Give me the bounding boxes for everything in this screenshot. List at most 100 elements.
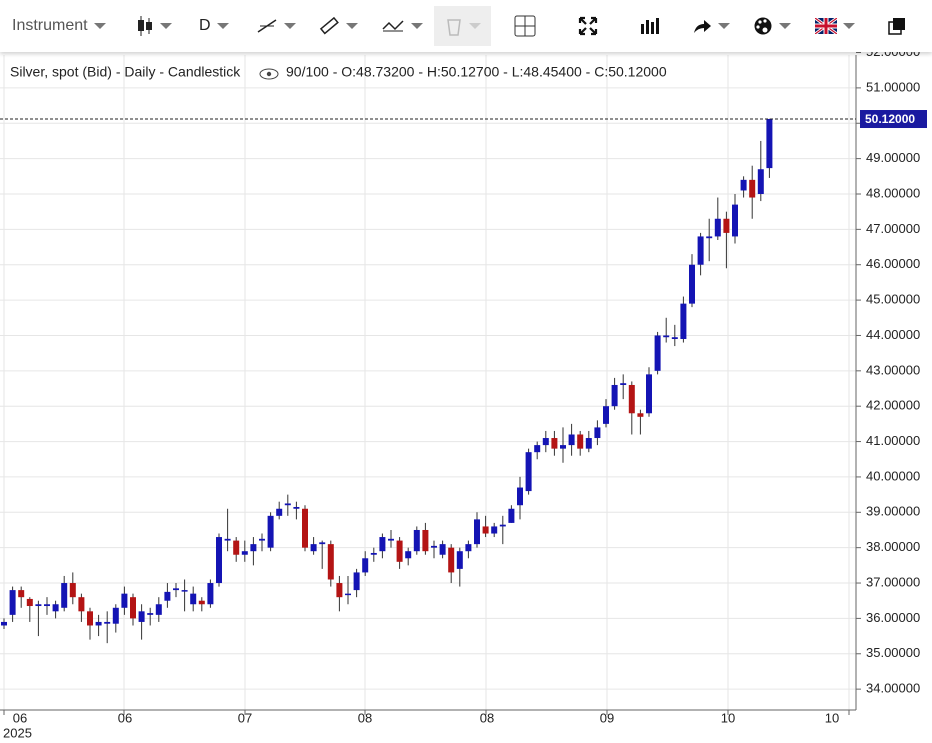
instrument-button[interactable]: Instrument [12, 6, 106, 46]
candle-body [740, 179, 747, 191]
candle-body [680, 303, 687, 339]
period-label: D [199, 17, 211, 34]
candle-body [628, 384, 635, 414]
candle-body [9, 590, 16, 615]
candle-body [560, 445, 566, 449]
y-tick-label: 38.00000 [866, 539, 920, 554]
y-tick-label: 36.00000 [866, 610, 920, 625]
crosshair-icon [514, 15, 536, 37]
candle-body [353, 572, 360, 591]
y-tick-label: 43.00000 [866, 362, 920, 377]
candle-body [345, 593, 351, 596]
candle-body [388, 538, 394, 541]
trash-icon [446, 19, 461, 36]
chart-type-button[interactable] [136, 6, 172, 46]
popout-icon [888, 18, 905, 35]
candle-body [173, 588, 179, 591]
candle-body [448, 547, 455, 573]
candle-body [1, 621, 7, 626]
volume-button[interactable] [640, 6, 660, 46]
candle-body [396, 540, 403, 562]
crosshair-button[interactable] [513, 6, 537, 46]
candle-body [362, 558, 369, 573]
share-icon [694, 20, 711, 33]
candle-body [164, 591, 171, 601]
share-button[interactable] [692, 6, 730, 46]
price-marker-label: 50.12000 [865, 112, 915, 126]
candle-body [568, 434, 575, 446]
candle-body [35, 604, 42, 607]
y-tick-label: 49.00000 [866, 150, 920, 165]
y-tick-label: 45.00000 [866, 292, 920, 307]
y-tick-label: 40.00000 [866, 468, 920, 483]
language-button[interactable] [815, 6, 855, 46]
candle-body [534, 445, 541, 453]
candle-body [267, 515, 274, 548]
candle-body [207, 583, 214, 605]
candle-body [757, 169, 764, 194]
candle-body [508, 508, 515, 523]
x-tick-label: 07 [238, 710, 252, 725]
measure-button[interactable] [318, 6, 358, 46]
y-tick-label: 37.00000 [866, 574, 920, 589]
fullscreen-button[interactable] [578, 6, 598, 46]
delete-button[interactable] [434, 6, 491, 46]
theme-button[interactable] [753, 6, 791, 46]
price-marker-box [860, 110, 927, 129]
candle-body [130, 597, 136, 619]
draw-line-button[interactable] [256, 6, 296, 46]
popout-button[interactable] [887, 6, 907, 46]
candle-body [190, 593, 197, 605]
instrument-label: Instrument [12, 17, 88, 34]
candle-body [276, 508, 283, 516]
x-tick-label: 09 [600, 710, 614, 725]
period-button[interactable]: D [199, 6, 229, 46]
candle-body [585, 438, 592, 449]
candle-body [766, 119, 773, 169]
candle-body [413, 529, 420, 552]
candle-body [233, 540, 240, 555]
line-icon [257, 19, 277, 33]
candle-body [121, 593, 128, 608]
palette-icon [754, 17, 772, 35]
grid [0, 55, 856, 710]
chart-title: Silver, spot (Bid) - Daily - Candlestick [10, 64, 241, 80]
candle-body [370, 552, 377, 555]
candle-body [525, 452, 532, 492]
toolbar: Instrument D [0, 0, 932, 52]
candle-body [594, 427, 601, 439]
x-tick-label: 08 [480, 710, 494, 725]
y-tick-label: 42.00000 [866, 398, 920, 413]
candle-body [147, 613, 154, 615]
candle-body [456, 551, 463, 569]
candle-body [749, 179, 756, 198]
bars-icon [641, 18, 659, 34]
y-tick-label: 41.00000 [866, 433, 920, 448]
candle-body [577, 434, 584, 449]
candle-body [603, 406, 609, 424]
candle-body [689, 264, 695, 304]
candle-body [78, 597, 85, 612]
candle-body [327, 544, 334, 580]
candle-body [293, 506, 300, 509]
x-tick-label: 06 [118, 710, 132, 725]
candle-body [611, 384, 618, 407]
indicator-button[interactable] [381, 6, 423, 46]
candle-body [646, 374, 652, 414]
candle-body [732, 204, 738, 237]
candle-body [138, 611, 145, 622]
fullscreen-icon [578, 16, 598, 36]
candle-body [706, 236, 713, 239]
candle-body [198, 600, 205, 605]
indicator-icon [382, 20, 404, 32]
candle-body [620, 383, 627, 385]
candle-body [542, 438, 549, 446]
candle-body [104, 621, 111, 624]
candle-body [474, 519, 480, 545]
x-tick-label: 06 [13, 710, 27, 725]
candle-body [422, 529, 429, 552]
y-tick-label: 46.00000 [866, 256, 920, 271]
x-tick-label: 08 [358, 710, 372, 725]
